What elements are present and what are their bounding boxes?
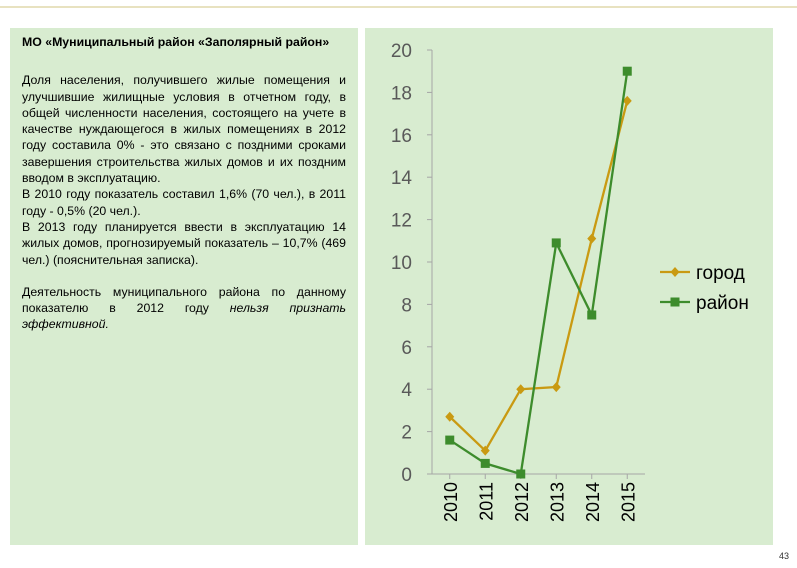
y-tick-label: 2 xyxy=(401,423,412,444)
panel-title: МО «Муниципальный район «Заполярный райо… xyxy=(22,35,330,49)
y-tick-label: 12 xyxy=(391,211,412,232)
x-tick-label: 2011 xyxy=(476,482,496,521)
legend-marker xyxy=(670,267,680,277)
data-point xyxy=(622,95,632,106)
chart-panel xyxy=(365,28,773,545)
y-tick-label: 18 xyxy=(391,83,412,104)
x-tick-label: 2014 xyxy=(583,482,603,522)
y-tick-label: 20 xyxy=(391,41,412,62)
conclusion-text: Деятельность муниципального района по да… xyxy=(22,284,346,316)
data-point xyxy=(516,384,526,395)
y-tick-label: 0 xyxy=(401,465,412,486)
y-tick-label: 16 xyxy=(391,126,412,147)
y-tick-label: 10 xyxy=(391,253,412,274)
legend-label: район xyxy=(696,293,749,314)
x-tick-label: 2010 xyxy=(441,482,461,522)
text-panel: МО «Муниципальный район «Заполярный райо… xyxy=(10,28,358,545)
y-tick-label: 8 xyxy=(401,295,412,316)
data-point xyxy=(587,310,597,320)
data-point xyxy=(480,458,490,468)
top-rule xyxy=(0,6,797,8)
series-line xyxy=(449,71,629,476)
y-tick-label: 4 xyxy=(401,380,412,401)
paragraph: В 2013 году планируется ввести в эксплуа… xyxy=(22,219,346,267)
series-line xyxy=(448,100,629,453)
data-point xyxy=(551,382,561,393)
data-point xyxy=(480,445,490,456)
data-point xyxy=(622,66,632,76)
legend-label: город xyxy=(696,263,745,284)
y-tick-label: 14 xyxy=(391,168,413,189)
data-point xyxy=(587,233,597,244)
paragraph: Доля населения, получившего жилые помеще… xyxy=(22,73,346,186)
x-tick-label: 2012 xyxy=(512,482,532,522)
legend-marker xyxy=(670,297,680,307)
paragraph: В 2010 году показатель составил 1,6% (70… xyxy=(22,187,346,218)
data-point xyxy=(445,435,455,445)
data-point xyxy=(551,238,561,248)
y-tick-label: 6 xyxy=(401,338,412,359)
x-tick-label: 2013 xyxy=(547,482,567,522)
page-number: 43 xyxy=(778,551,789,561)
conclusion: Деятельность муниципального района по да… xyxy=(22,284,346,333)
data-point xyxy=(516,469,526,479)
conclusion-emphasis: нельзя признать эффективной. xyxy=(22,301,346,332)
data-point xyxy=(445,411,455,422)
x-tick-label: 2015 xyxy=(618,482,638,522)
